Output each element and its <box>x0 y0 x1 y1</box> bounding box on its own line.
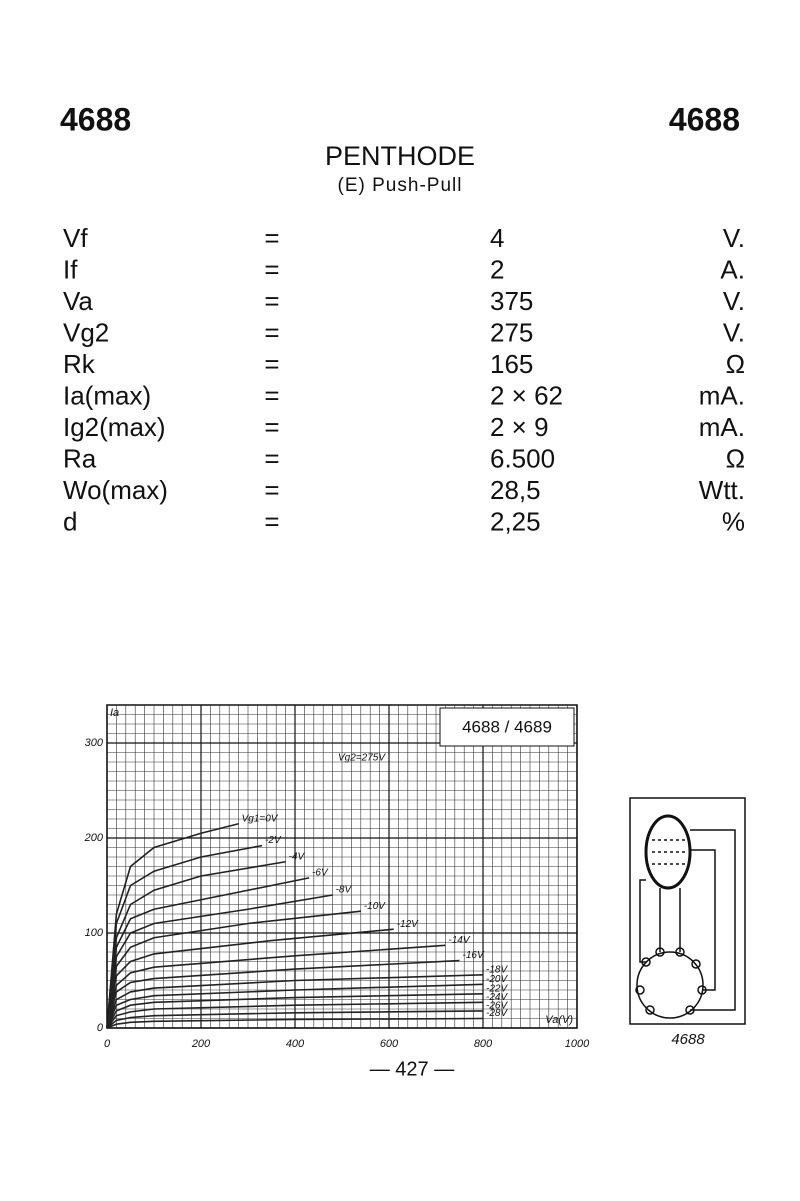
unit: V. <box>723 286 745 316</box>
value: 28,5 <box>490 475 541 505</box>
curve <box>106 974 484 1029</box>
curve-label: -6V <box>312 868 329 879</box>
tube-label: 4688 <box>671 1031 705 1048</box>
curve <box>106 928 394 1029</box>
equals: = <box>264 223 279 253</box>
x-tick-label: 800 <box>474 1038 493 1050</box>
value: 375 <box>490 286 533 316</box>
equals: = <box>264 254 279 284</box>
unit: Wtt. <box>699 475 745 505</box>
value: 2 × 62 <box>490 380 563 410</box>
curve-label: -16V <box>463 950 485 961</box>
y-tick-label: 200 <box>84 832 104 844</box>
unit: mA. <box>699 412 745 442</box>
unit: V. <box>723 223 745 253</box>
curve-label: -4V <box>289 851 306 862</box>
param: Vg2 <box>63 317 109 347</box>
param: Wo(max) <box>63 475 168 505</box>
curve-label: -14V <box>448 935 470 946</box>
x-tick-label: 200 <box>191 1038 211 1050</box>
curve <box>106 959 460 1029</box>
curve <box>106 983 484 1029</box>
curve <box>106 1010 484 1029</box>
param: If <box>63 254 78 284</box>
subtitle: (E) Push-Pull <box>338 175 463 196</box>
page-number: — 427 — <box>370 1058 454 1080</box>
unit: mA. <box>699 380 745 410</box>
value: 4 <box>490 223 504 253</box>
curve-label: -24V <box>486 992 508 1003</box>
unit: V. <box>723 317 745 347</box>
curve <box>106 844 263 1029</box>
curve <box>106 877 310 1029</box>
curve-label: -12V <box>397 919 419 930</box>
param: d <box>63 506 77 536</box>
curve <box>106 860 286 1029</box>
equals: = <box>264 317 279 347</box>
value: 275 <box>490 317 533 347</box>
header-right: 4688 <box>669 101 740 137</box>
param: Ig2(max) <box>63 412 166 442</box>
curve-label: -28V <box>486 1008 508 1019</box>
chart: 0 200 400 600 800 1000 0 100 200 300 4688 / 4689 Ia… <box>84 705 590 1050</box>
value: 2 <box>490 254 504 284</box>
equals: = <box>264 380 279 410</box>
param: Ra <box>63 443 97 473</box>
unit: % <box>722 506 745 536</box>
equals: = <box>264 412 279 442</box>
curve <box>106 894 333 1029</box>
value: 2 × 9 <box>490 412 549 442</box>
param: Rk <box>63 349 96 379</box>
tube-diagram <box>629 797 746 1025</box>
equals: = <box>264 443 279 473</box>
param: Ia(max) <box>63 380 151 410</box>
y-axis-label: Ia <box>110 707 119 719</box>
y-tick-label: 300 <box>85 737 104 749</box>
curve-label: -20V <box>486 974 508 985</box>
curve <box>106 1017 484 1029</box>
unit: A. <box>720 254 745 284</box>
y-tick-label: 0 <box>97 1022 104 1034</box>
title-box <box>439 707 575 747</box>
title: PENTHODE <box>325 141 475 171</box>
curve <box>106 1001 484 1029</box>
param: Vf <box>63 223 88 253</box>
curve-label: -22V <box>486 983 508 994</box>
param: Va <box>63 286 93 316</box>
x-axis-label: Va(V) <box>545 1014 573 1026</box>
annotation: Vg2=275V <box>338 753 386 764</box>
x-tick-label: 0 <box>104 1038 111 1050</box>
x-tick-label: 1000 <box>565 1038 590 1050</box>
x-tick-label: 400 <box>286 1038 305 1050</box>
y-tick-label: 100 <box>85 927 104 939</box>
spec-table: Vf = 4 V. If = 2 A. Va = 375 V. Vg2 = 275 V. Rk = 165 Ω Ia(m… <box>63 223 745 537</box>
curve <box>106 910 361 1029</box>
curve-label: -26V <box>486 1001 508 1012</box>
unit: Ω <box>726 349 745 379</box>
value: 165 <box>490 349 533 379</box>
x-tick-label: 600 <box>380 1038 399 1050</box>
header-left: 4688 <box>60 101 131 137</box>
equals: = <box>264 506 279 536</box>
equals: = <box>264 286 279 316</box>
chart-title: 4688 / 4689 <box>462 717 552 736</box>
curve-label: -8V <box>336 885 353 896</box>
curve-label: -2V <box>265 835 282 846</box>
curve <box>106 993 484 1029</box>
curve-label: -18V <box>486 964 508 975</box>
curve-label: Vg1=0V <box>242 813 279 824</box>
unit: Ω <box>726 443 745 473</box>
curve-label: -10V <box>364 901 386 912</box>
value: 2,25 <box>490 506 541 536</box>
equals: = <box>264 349 279 379</box>
curve <box>106 944 446 1029</box>
equals: = <box>264 475 279 505</box>
value: 6.500 <box>490 443 555 473</box>
